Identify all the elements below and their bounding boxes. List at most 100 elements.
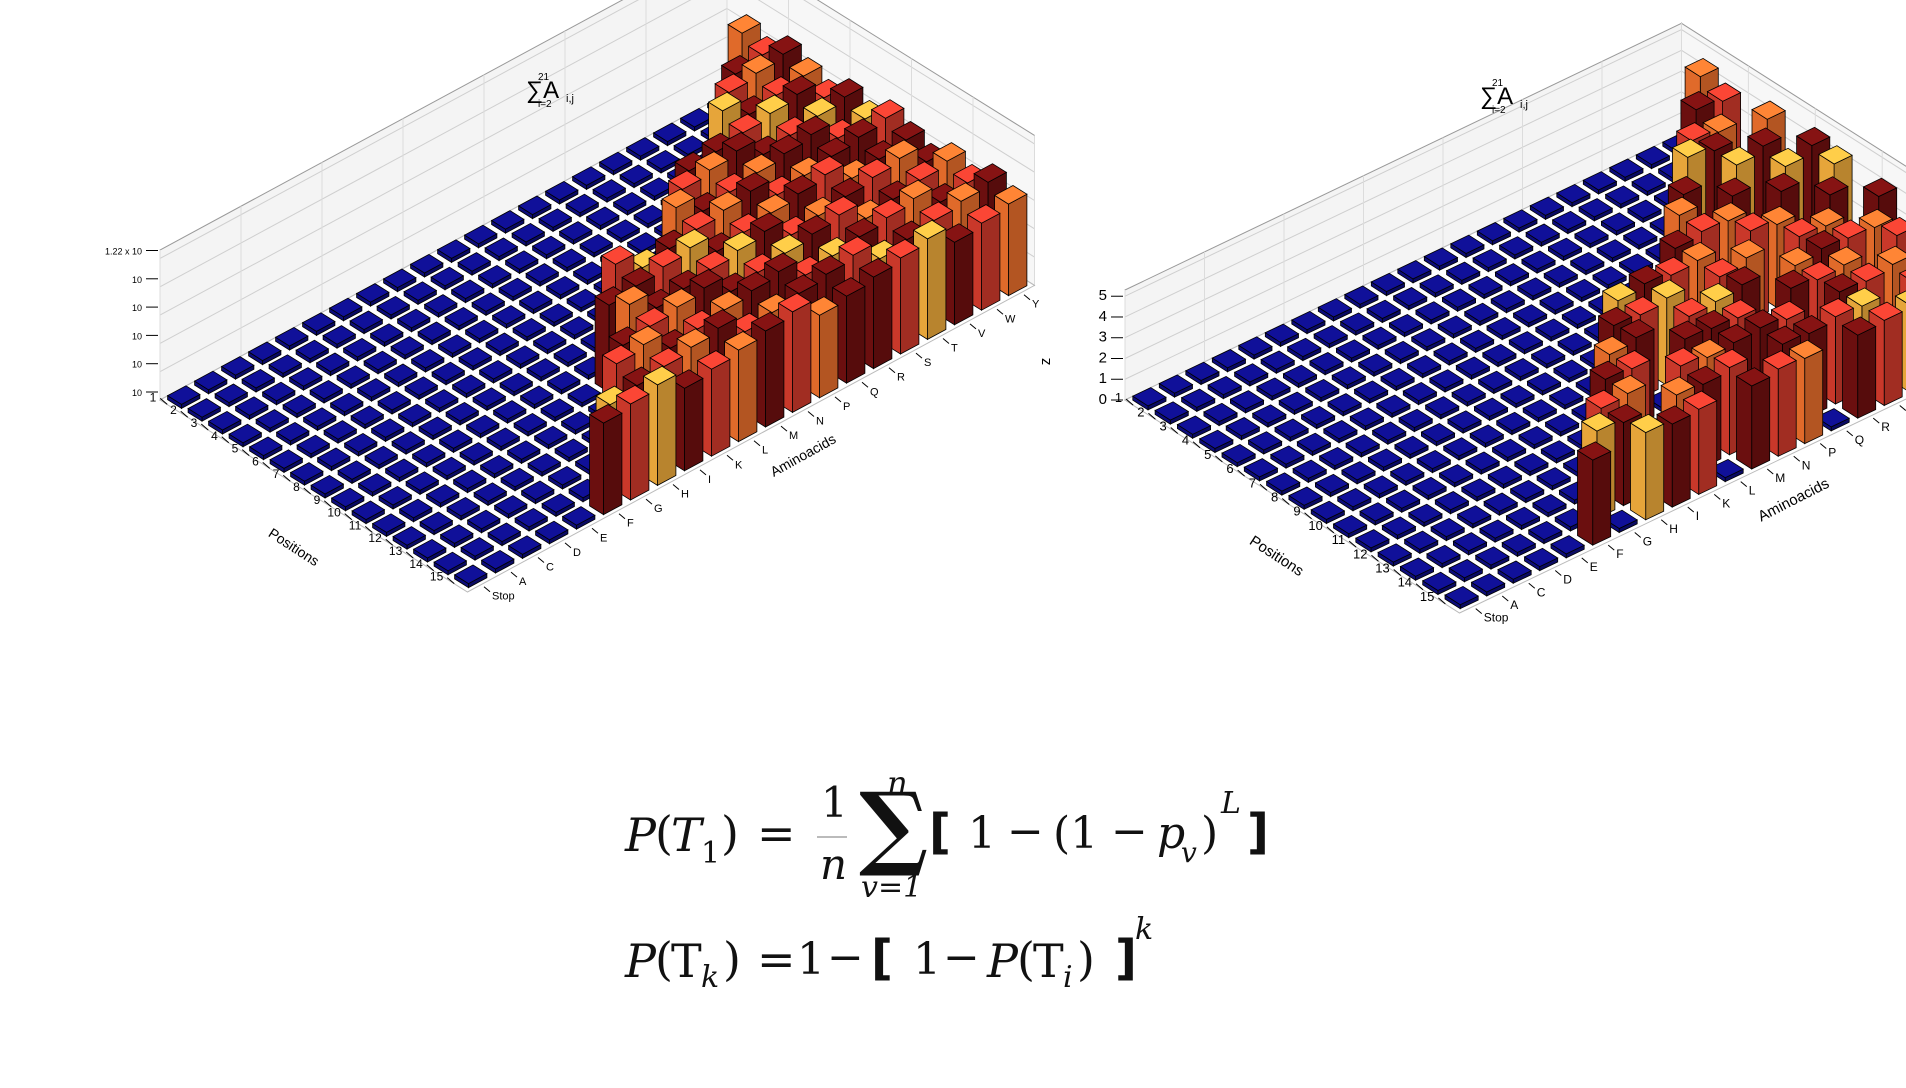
bar-pos6-D xyxy=(1322,420,1358,444)
bar-pos7-M xyxy=(1557,332,1593,357)
bar-pos1-L xyxy=(436,239,471,264)
eq2-minus: − xyxy=(827,932,864,983)
eq2-left-bracket: [ xyxy=(871,930,893,986)
aminoacid-tick-label: E xyxy=(600,532,607,544)
eq2-one: 1 xyxy=(797,934,825,985)
bar-pos11-H xyxy=(1540,440,1576,464)
bar-pos3-H xyxy=(1362,326,1397,351)
z-tick-label: 10 xyxy=(132,360,142,370)
bar-pos10-A xyxy=(1359,502,1395,526)
bar-pos1-A xyxy=(193,370,228,395)
bar-pos11-A xyxy=(398,498,433,523)
aminoacid-tick-label: Q xyxy=(870,386,879,398)
bar-pos3-L xyxy=(1441,288,1477,313)
eq1-one: 1 xyxy=(968,808,996,859)
bar-pos2-P xyxy=(538,208,573,233)
bar-pos4-N xyxy=(552,248,587,273)
bar-pos4-K xyxy=(1437,315,1473,339)
bar-pos8-E xyxy=(1394,435,1429,460)
bar-pos14-D xyxy=(1501,533,1537,558)
aminoacid-tick-label: M xyxy=(789,430,798,442)
bar-pos3-F xyxy=(342,337,377,362)
position-tick-label: 9 xyxy=(1293,504,1300,519)
bar-pos9-C xyxy=(1363,475,1399,499)
bar-pos12-Stop xyxy=(392,526,427,550)
bar-pos1-V xyxy=(1608,158,1644,183)
bar-pos3-F xyxy=(1309,352,1344,376)
bar-pos12-Stop xyxy=(1377,543,1413,567)
position-tick-label: 14 xyxy=(1398,575,1412,590)
bar-pos5-L xyxy=(518,290,553,315)
bar-pos5-L xyxy=(1486,316,1522,341)
bar-pos2-K xyxy=(1392,287,1428,311)
bar-pos13-D xyxy=(493,495,528,519)
z-tick-label: 0 xyxy=(1099,391,1107,408)
bar-pos5-E xyxy=(1327,393,1363,417)
bar-pos1-I xyxy=(1343,285,1379,310)
bar-pos1-D xyxy=(247,341,282,366)
bar-pos15-F xyxy=(588,404,623,516)
bar-pos8-D xyxy=(1367,448,1403,472)
chart-title: ∑A21 i=2 i,j xyxy=(1480,78,1528,116)
bar-pos6-H xyxy=(1428,369,1464,393)
bar-pos12-G xyxy=(1536,467,1572,491)
bar-pos4-S xyxy=(1622,226,1658,251)
bar-pos15-Stop xyxy=(453,564,488,589)
bar-pos7-I xyxy=(505,345,540,370)
position-tick-label: 6 xyxy=(252,454,259,468)
aminoacid-tick-label: A xyxy=(1510,598,1518,612)
bar-pos2-G xyxy=(349,310,384,335)
bar-pos15-Stop xyxy=(1444,585,1480,610)
eq1-minus: − xyxy=(1007,806,1044,857)
bar-pos1-A xyxy=(1158,374,1194,398)
bar-pos1-S xyxy=(1555,183,1591,208)
bar-pos13-F xyxy=(1532,494,1567,518)
aminoacid-tick-label: N xyxy=(1802,458,1811,472)
bar-pos4-E xyxy=(1304,378,1340,403)
eq1-sum-symbol: ∑ xyxy=(859,772,929,880)
bar-pos4-Stop xyxy=(1198,429,1234,454)
position-tick-label: 11 xyxy=(349,518,362,532)
position-tick-label: 7 xyxy=(1249,475,1256,490)
bar-pos7-I xyxy=(1477,370,1513,395)
aminoacid-tick-label: R xyxy=(1881,420,1890,434)
bar-pos1-E xyxy=(274,326,309,351)
bar-pos11-E xyxy=(1460,478,1496,502)
bar-pos7-D xyxy=(370,418,405,443)
bar-pos4-Q xyxy=(1569,251,1605,276)
bar-pos4-I xyxy=(1410,328,1446,352)
bar-pos1-T xyxy=(1582,171,1618,195)
aminoacid-tick-label: P xyxy=(1828,446,1836,460)
bar-pos13-Stop xyxy=(1399,557,1435,582)
bar-pos8-I xyxy=(1500,384,1535,409)
bar-pos9-H xyxy=(1495,411,1531,436)
aminoacid-tick-label: Q xyxy=(1855,433,1864,447)
title-index: i,j xyxy=(566,93,574,105)
bar-pos3-M xyxy=(1468,275,1503,300)
bar-pos5-Stop xyxy=(1221,443,1257,468)
bar-pos1-N xyxy=(1449,234,1485,259)
bar-pos4-Stop xyxy=(228,423,263,448)
bar-pos5-F xyxy=(1353,380,1389,404)
bar-pos1-M xyxy=(1423,247,1459,271)
bar-pos4-M xyxy=(1490,290,1526,314)
position-tick-label: 2 xyxy=(1137,404,1144,419)
bar-pos9-I xyxy=(1522,399,1558,423)
position-tick-label: 9 xyxy=(314,493,321,507)
bar-pos2-R xyxy=(592,179,627,203)
bar-pos10-C xyxy=(1385,489,1421,514)
bar-pos12-F xyxy=(527,453,562,477)
eq2-right-bracket: ] xyxy=(1115,930,1137,986)
bar-pos1-F xyxy=(1264,323,1300,348)
eq1-open: ( xyxy=(655,806,673,860)
bar-pos6-C xyxy=(1296,432,1332,457)
bar-pos10-I xyxy=(1544,413,1580,437)
eq2-T-sub: k xyxy=(701,960,720,995)
eq2-open2: ( xyxy=(1017,932,1035,986)
bar-pos7-F xyxy=(1398,408,1434,433)
bar-pos14-A xyxy=(460,537,495,561)
bar-pos8-F xyxy=(1420,423,1456,447)
bar-pos2-A xyxy=(214,383,249,408)
title-index: i,j xyxy=(1520,99,1528,111)
bar-pos9-D xyxy=(1389,462,1425,487)
